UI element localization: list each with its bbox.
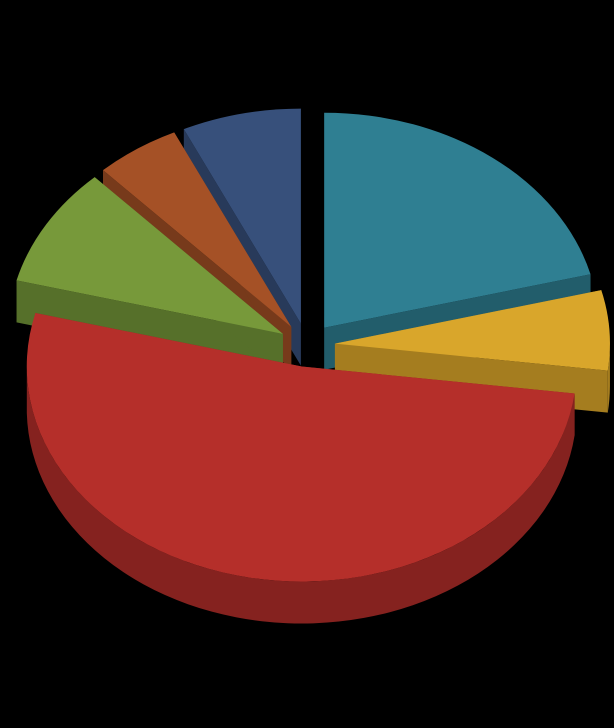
pie-chart-svg [0,0,614,728]
pie-chart-3d [0,0,614,728]
